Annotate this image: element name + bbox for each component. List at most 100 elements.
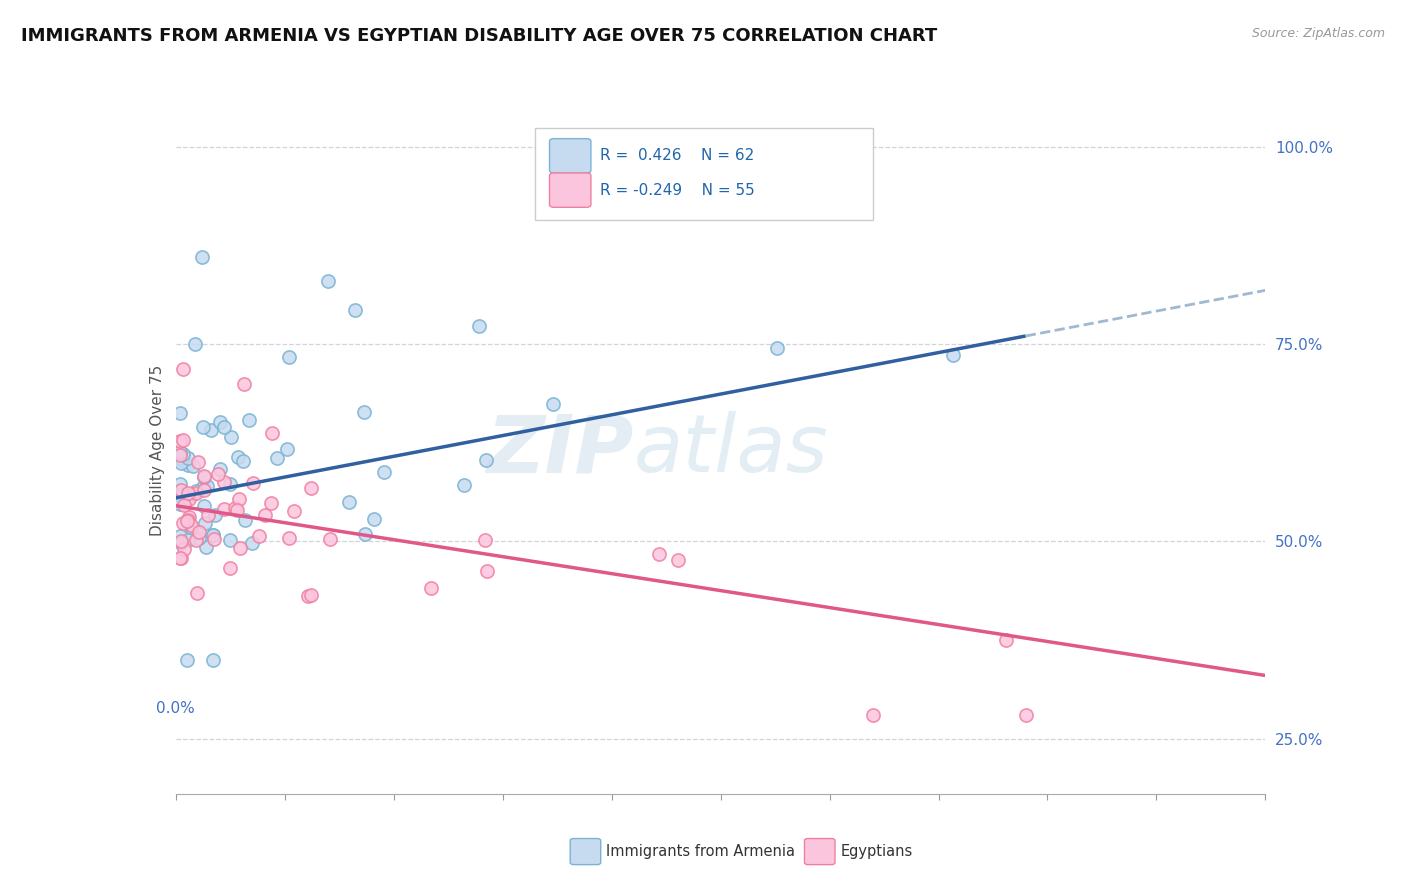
Point: [201, 528, 224, 542]
Point: [169, 406, 191, 420]
Point: [172, 454, 194, 468]
Point: [177, 486, 200, 500]
Point: [218, 533, 240, 547]
Point: [299, 588, 322, 602]
FancyBboxPatch shape: [550, 173, 591, 207]
Point: [184, 486, 207, 500]
Point: [232, 377, 254, 392]
Point: [172, 362, 194, 376]
Point: [249, 529, 271, 543]
Point: [666, 553, 689, 567]
Point: [208, 462, 231, 476]
Point: [343, 303, 366, 318]
Point: [232, 454, 254, 468]
Point: [474, 533, 496, 548]
Point: [169, 445, 191, 459]
Point: [202, 653, 225, 667]
Point: [260, 425, 283, 440]
Point: [172, 516, 194, 530]
Point: [475, 452, 498, 467]
Point: [194, 516, 217, 530]
Point: [170, 551, 193, 566]
Point: [453, 478, 475, 492]
Point: [208, 416, 231, 430]
Point: [207, 467, 229, 481]
Point: [197, 508, 219, 522]
Point: [169, 446, 191, 460]
Point: [177, 450, 200, 465]
Point: [193, 499, 215, 513]
FancyBboxPatch shape: [536, 128, 873, 220]
Point: [197, 479, 219, 493]
Point: [212, 475, 235, 489]
Point: [180, 517, 202, 532]
Text: Egyptians: Egyptians: [841, 844, 912, 859]
Point: [170, 483, 193, 497]
Point: [173, 498, 195, 512]
Point: [229, 541, 252, 556]
Point: [186, 484, 208, 499]
Point: [170, 534, 193, 549]
Point: [1015, 707, 1038, 722]
Point: [177, 533, 200, 547]
Point: [188, 524, 211, 539]
Text: Immigrants from Armenia: Immigrants from Armenia: [606, 844, 796, 859]
Point: [318, 274, 340, 288]
Point: [318, 532, 340, 546]
Point: [354, 526, 377, 541]
Point: [212, 502, 235, 516]
Text: atlas: atlas: [633, 411, 828, 490]
Point: [420, 582, 443, 596]
Text: IMMIGRANTS FROM ARMENIA VS EGYPTIAN DISABILITY AGE OVER 75 CORRELATION CHART: IMMIGRANTS FROM ARMENIA VS EGYPTIAN DISA…: [21, 27, 938, 45]
Point: [299, 481, 322, 495]
Point: [201, 528, 224, 542]
Point: [942, 348, 965, 362]
Point: [254, 508, 277, 523]
Point: [283, 503, 305, 517]
Point: [214, 420, 236, 434]
Point: [177, 513, 200, 527]
Point: [353, 405, 375, 419]
Point: [276, 442, 298, 456]
Point: [541, 397, 564, 411]
Point: [228, 492, 250, 507]
Text: Source: ZipAtlas.com: Source: ZipAtlas.com: [1251, 27, 1385, 40]
Point: [181, 487, 204, 501]
Point: [238, 413, 260, 427]
Point: [194, 541, 217, 555]
Point: [219, 477, 242, 491]
Point: [648, 547, 671, 561]
Point: [193, 419, 215, 434]
Point: [337, 495, 360, 509]
Point: [233, 513, 256, 527]
Point: [170, 536, 193, 550]
Point: [373, 466, 395, 480]
Point: [183, 337, 205, 351]
Point: [179, 491, 201, 506]
Point: [193, 483, 215, 497]
Point: [173, 541, 195, 556]
Point: [177, 510, 200, 524]
Point: [277, 531, 299, 545]
Point: [242, 475, 264, 490]
Y-axis label: Disability Age Over 75: Disability Age Over 75: [149, 365, 165, 536]
Point: [477, 564, 499, 578]
Point: [172, 447, 194, 461]
FancyBboxPatch shape: [550, 138, 591, 173]
Point: [766, 341, 789, 355]
Point: [180, 520, 202, 534]
Point: [363, 512, 385, 526]
FancyBboxPatch shape: [804, 838, 835, 864]
Text: 0.0%: 0.0%: [156, 701, 195, 716]
Point: [169, 451, 191, 466]
Point: [186, 586, 208, 600]
Point: [169, 491, 191, 505]
Point: [186, 533, 208, 547]
Point: [191, 250, 214, 264]
Point: [170, 487, 193, 501]
Point: [468, 318, 491, 333]
Point: [200, 423, 222, 437]
Point: [240, 536, 263, 550]
Point: [169, 448, 191, 462]
Point: [191, 481, 214, 495]
